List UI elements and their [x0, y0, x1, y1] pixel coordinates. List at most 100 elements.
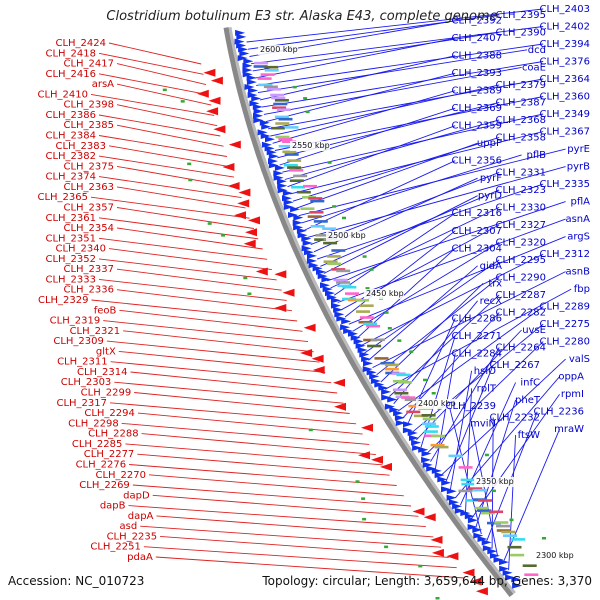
forward-gene-arrow [403, 421, 413, 428]
reverse-gene-arrow [380, 462, 392, 471]
left-connector [128, 505, 426, 528]
left-connector [98, 52, 204, 75]
left-connector [132, 484, 412, 507]
forward-gene-arrow [296, 227, 307, 234]
gene-class-block [264, 69, 279, 72]
right-gene-label: uppP [477, 138, 502, 149]
marker-tick [332, 205, 337, 208]
left-gene-label: CLH_2321 [70, 326, 121, 337]
left-gene-label: CLH_2424 [55, 38, 106, 49]
right-gene-label: CLH_2264 [495, 343, 546, 354]
forward-gene-arrow [374, 381, 385, 388]
forward-gene-arrow [366, 369, 377, 376]
forward-gene-arrow [273, 170, 284, 177]
forward-gene-arrow [477, 536, 488, 542]
left-connector [160, 535, 449, 558]
forward-gene-arrow [353, 338, 364, 345]
right-connector [434, 353, 456, 469]
forward-gene-arrow [244, 84, 255, 90]
gene-class-block [274, 115, 289, 119]
right-gene-label: CLH_2393 [451, 68, 502, 79]
left-connector [90, 93, 215, 116]
gene-class-block [275, 135, 290, 139]
right-gene-label: CLH_2387 [495, 97, 546, 108]
gene-class-block [289, 169, 304, 172]
right-connector [259, 55, 456, 101]
right-connector [406, 318, 456, 426]
gene-class-block [313, 220, 328, 223]
left-gene-label: CLH_2385 [63, 120, 114, 131]
left-gene-label: CLH_2314 [77, 367, 128, 378]
left-gene-label: CLH_2311 [57, 357, 108, 368]
left-connector [98, 217, 259, 240]
left-gene-label: CLH_2365 [37, 192, 88, 203]
forward-gene-arrow [362, 366, 373, 373]
left-connector [137, 453, 390, 476]
right-gene-label: pheT [515, 395, 541, 406]
right-connector [247, 14, 500, 50]
right-gene-label: fbp [574, 284, 590, 295]
right-gene-label: mviN [470, 418, 496, 429]
gene-class-block [398, 381, 413, 384]
marker-tick [292, 85, 297, 89]
right-gene-label: CLH_2356 [451, 156, 502, 167]
left-connector [137, 412, 363, 435]
left-gene-label: CLH_2354 [63, 223, 114, 234]
right-connector [449, 370, 473, 491]
forward-gene-arrow [378, 384, 389, 391]
right-gene-label: pyrE [567, 144, 590, 155]
gene-class-block [401, 396, 416, 399]
gene-class-block [314, 238, 329, 241]
marker-tick [362, 517, 367, 521]
left-gene-label: feoB [94, 305, 117, 316]
reverse-gene-arrow [430, 535, 443, 544]
gene-class-block [276, 108, 291, 111]
right-gene-label: CLH_2379 [495, 80, 546, 91]
forward-gene-arrow [265, 136, 275, 143]
gene-class-block [370, 338, 385, 342]
right-connector [270, 84, 500, 137]
forward-gene-arrow [340, 324, 351, 331]
right-connector [307, 166, 566, 238]
forward-gene-arrow [257, 129, 268, 136]
reverse-gene-arrow [303, 323, 316, 332]
forward-gene-arrow [421, 450, 432, 457]
forward-gene-arrow [277, 187, 288, 194]
right-connector [486, 411, 538, 542]
left-connector [116, 227, 263, 250]
forward-gene-arrow [283, 199, 294, 206]
left-gene-label: CLH_2357 [63, 203, 114, 214]
forward-gene-arrow [274, 164, 285, 171]
gene-class-block [308, 197, 323, 200]
left-gene-label: CLH_2382 [45, 151, 96, 162]
left-gene-label: CLH_2235 [107, 531, 158, 542]
right-connector [344, 230, 456, 318]
left-gene-label: CLH_2386 [45, 110, 96, 121]
gene-class-block [363, 338, 378, 342]
forward-gene-arrow [236, 33, 247, 40]
left-connector [110, 361, 332, 384]
right-gene-label: CLH_2395 [495, 10, 546, 21]
gene-class-block [323, 260, 338, 263]
kbp-tick-bg [290, 141, 330, 151]
right-gene-label: CLH_2394 [539, 39, 590, 50]
forward-gene-arrow [363, 360, 373, 367]
left-connector [116, 289, 292, 312]
left-connector [116, 104, 218, 127]
right-gene-label: CLH_2307 [451, 226, 502, 237]
left-gene-label: CLH_2340 [55, 244, 106, 255]
gene-class-block [480, 511, 495, 515]
forward-gene-arrow [277, 182, 288, 189]
marker-tick [384, 545, 389, 549]
right-gene-label: argS [567, 232, 590, 243]
right-gene-label: CLH_2392 [451, 16, 502, 27]
gene-class-block [254, 61, 269, 65]
reverse-gene-arrow [312, 366, 325, 374]
forward-gene-arrow [249, 100, 260, 107]
marker-tick [423, 378, 427, 382]
forward-gene-arrow [460, 510, 471, 517]
forward-gene-arrow [511, 576, 522, 583]
gene-class-block [309, 211, 324, 214]
